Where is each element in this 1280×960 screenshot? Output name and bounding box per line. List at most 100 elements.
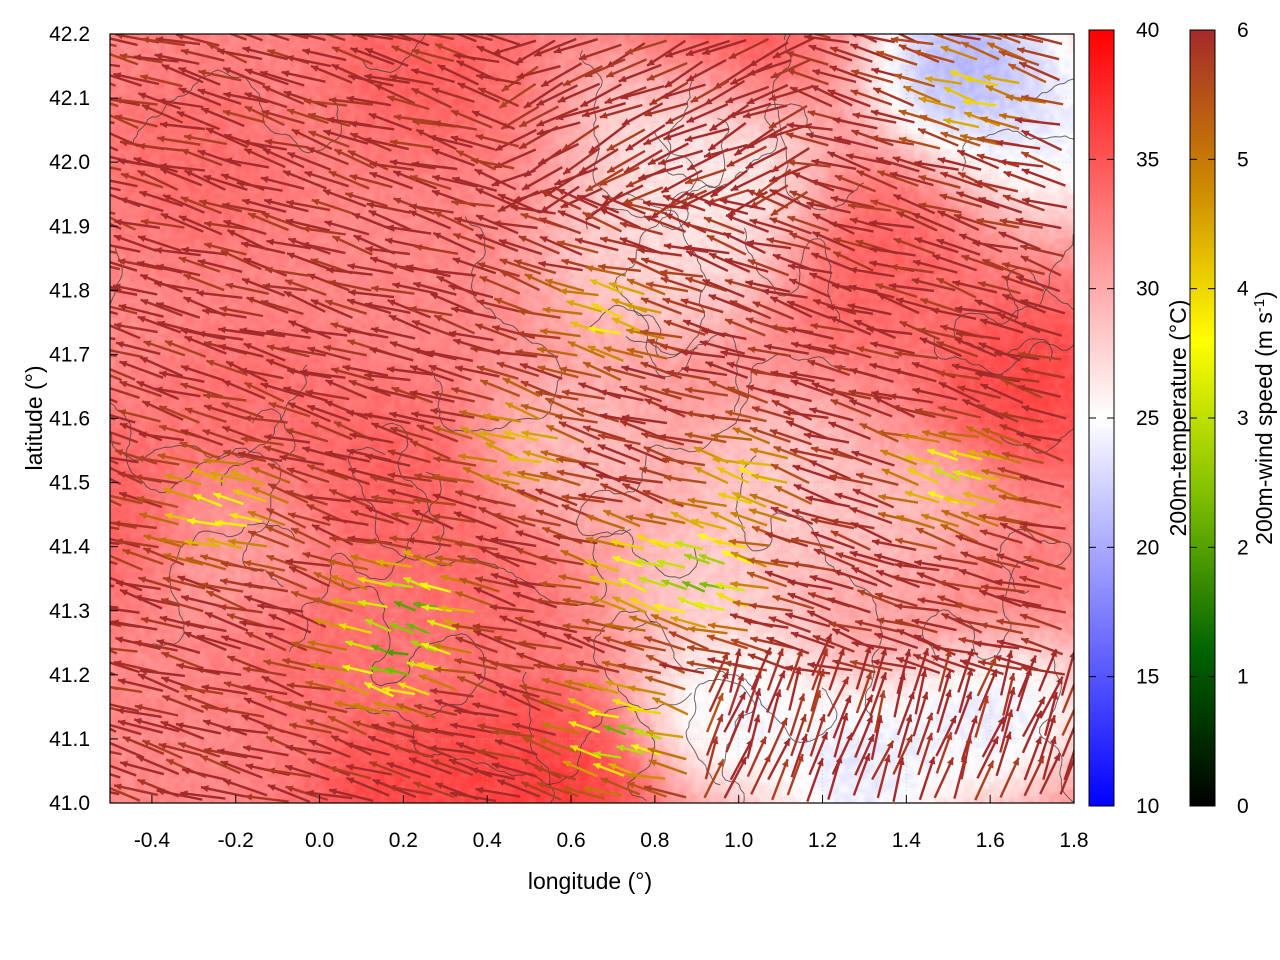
wind-arrow [772,37,815,59]
contour-line [345,705,656,801]
wind-arrow [453,52,500,64]
wind-arrow [937,210,980,231]
wind-arrow [640,361,683,380]
wind-arrow [670,511,705,529]
wind-arrow [663,123,708,141]
wind-arrow [179,441,220,460]
wind-arrow [976,153,1020,168]
wind-arrow [110,63,121,68]
wind-arrow [957,385,1001,400]
wind-arrow [307,640,348,651]
colorbar-tick-label: 40 [1136,19,1159,42]
wind-arrow [184,538,221,548]
wind-arrow [310,421,353,441]
wind-arrow [334,700,374,712]
wind-arrow [752,300,795,321]
wind-arrow [540,450,581,463]
wind-arrow [472,623,517,632]
wind-arrow [110,456,139,464]
wind-arrow [494,128,537,152]
wind-arrow [140,616,185,630]
wind-arrow [416,424,459,443]
wind-arrow [240,436,284,446]
wind-arrow [260,382,305,398]
wind-arrow [515,547,558,565]
wind-arrow [346,95,392,107]
wind-arrow [538,631,583,649]
wind-arrow [807,359,851,377]
wind-arrow [110,499,122,507]
wind-arrow [110,541,120,546]
wind-arrow [603,365,646,380]
wind-arrow [812,69,857,84]
wind-arrow [849,43,894,62]
wind-arrow [387,721,431,734]
wind-arrow [600,184,644,207]
wind-arrow [115,538,159,549]
wind-arrow [559,366,602,379]
wind-arrow [932,254,977,272]
wind-arrow [663,319,706,337]
wind-arrow [430,407,475,419]
wind-arrow [330,574,368,591]
wind-arrow [142,547,185,566]
wind-arrow [720,349,766,362]
wind-arrow [574,237,619,252]
wind-arrow [306,404,351,422]
wind-arrow [518,640,562,650]
wind-arrow [536,121,581,136]
wind-arrow [180,196,222,215]
wind-arrow [244,793,289,803]
wind-arrow [849,217,894,232]
wind-arrow [133,157,178,174]
wind-arrow [995,731,1012,777]
wind-arrow [475,576,519,589]
wind-arrow [160,720,205,740]
wind-arrow [728,538,770,547]
wind-arrow [730,638,773,655]
wind-arrow [304,700,348,714]
wind-arrow [499,269,541,292]
wind-arrow [812,230,856,252]
wind-arrow [409,439,451,461]
wind-arrow [409,174,452,191]
wind-arrow [481,474,520,486]
wind-arrow [281,70,326,83]
wind-arrow [855,671,873,714]
y-tick-label: 41.1 [49,728,90,751]
wind-arrow [660,169,703,194]
wind-arrow [808,44,853,62]
wind-arrow [725,214,770,233]
wind-arrow [133,718,180,733]
wind-arrow [871,740,895,781]
wind-arrow [279,454,325,466]
wind-arrow [665,40,710,58]
wind-arrow [729,738,754,781]
wind-arrow [432,231,476,254]
wind-arrow [322,34,346,42]
wind-arrow [450,109,493,129]
wind-arrow [637,247,682,257]
wind-arrow [593,750,622,759]
wind-arrow [286,252,331,271]
wind-arrow [1019,575,1063,591]
wind-arrow [627,706,662,715]
wind-arrow [648,81,689,106]
wind-arrow [832,569,878,587]
wind-arrow [415,128,458,151]
wind-arrow [576,194,620,214]
wind-arrow [268,401,311,418]
wind-arrow [227,34,247,41]
wind-arrow [265,525,306,545]
wind-arrow [515,530,560,547]
wind-arrow [283,386,328,403]
wind-arrow [154,52,200,65]
wind-arrow [722,231,766,254]
wind-arrow [866,326,913,336]
wind-arrow [749,426,791,444]
wind-arrow [810,531,855,550]
wind-arrow [829,46,873,63]
wind-arrow [567,697,601,714]
wind-arrow [811,158,857,171]
wind-arrow [283,290,326,313]
